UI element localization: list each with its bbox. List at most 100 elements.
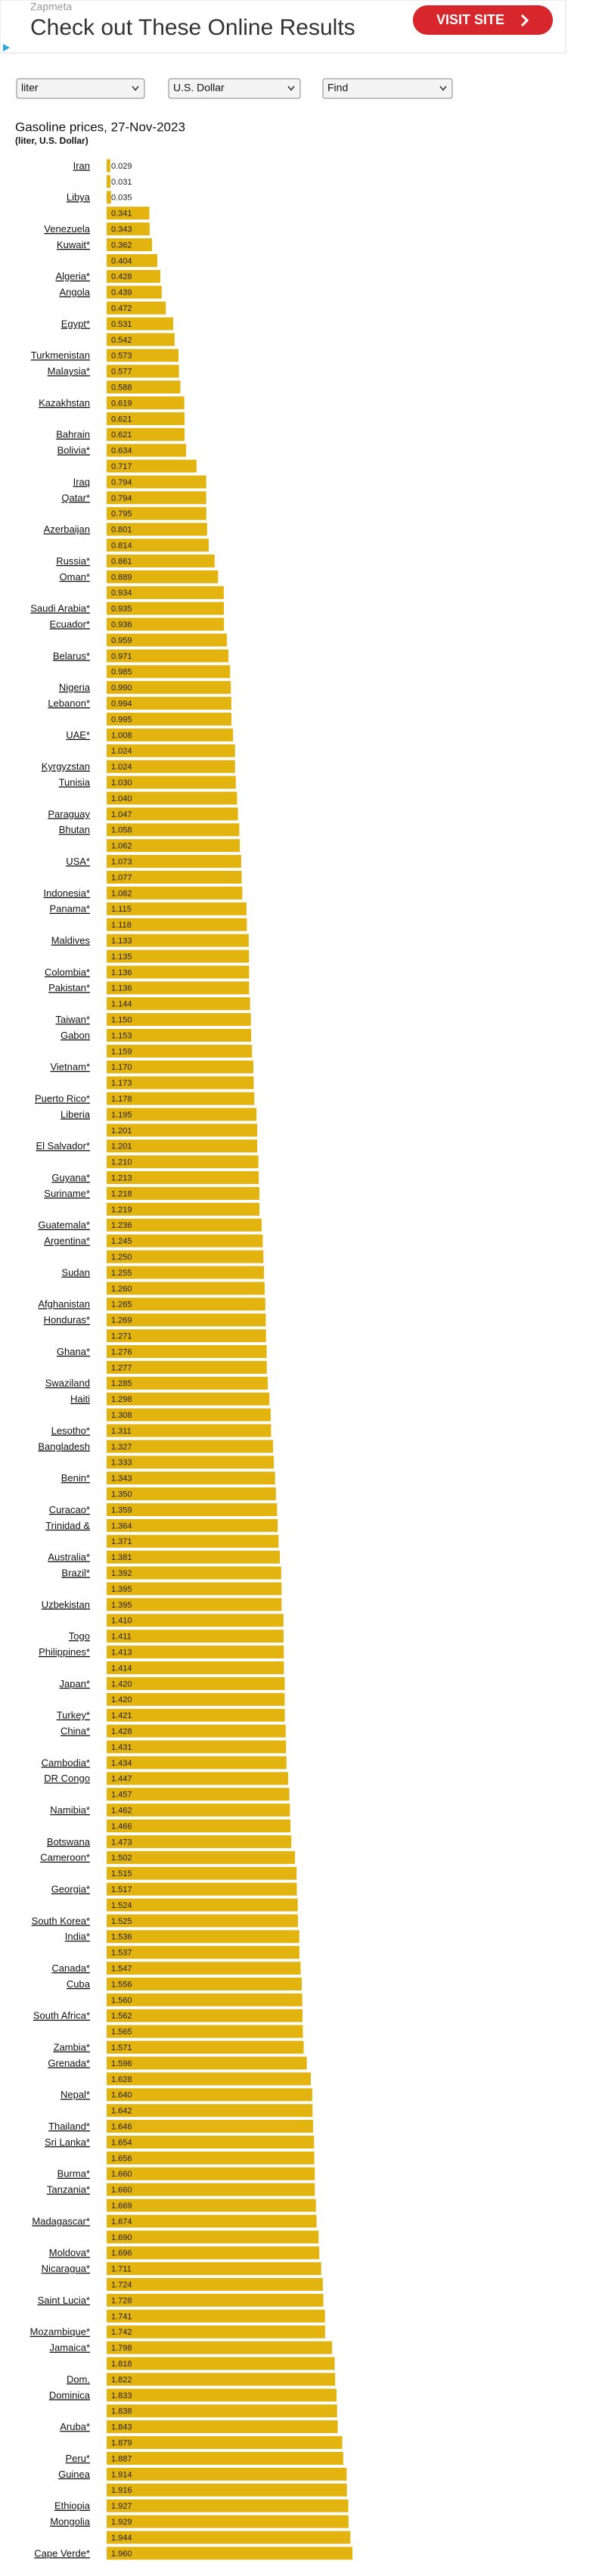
country-link[interactable]: Venezuela	[44, 223, 90, 235]
country-link[interactable]: Botswana	[47, 1836, 91, 1847]
country-link[interactable]: Nicaragua*	[42, 2263, 90, 2274]
country-link[interactable]: Ghana*	[57, 1346, 90, 1357]
country-link[interactable]: Bahrain	[56, 429, 90, 440]
country-link[interactable]: Saudi Arabia*	[30, 603, 90, 614]
country-link[interactable]: Togo	[69, 1630, 90, 1642]
country-link[interactable]: Cape Verde*	[34, 2547, 90, 2559]
country-link[interactable]: Grenada*	[48, 2057, 90, 2068]
country-link[interactable]: India*	[65, 1931, 90, 1942]
country-link[interactable]: Peru*	[65, 2453, 90, 2464]
country-link[interactable]: Afghanistan	[38, 1298, 90, 1310]
country-link[interactable]: Turkmenistan	[31, 350, 90, 361]
country-link[interactable]: Colombia*	[45, 966, 90, 977]
country-link[interactable]: Panama*	[50, 903, 90, 915]
country-link[interactable]: Trinidad &	[45, 1520, 90, 1531]
country-link[interactable]: UAE*	[66, 729, 90, 741]
country-link[interactable]: Nepal*	[60, 2089, 90, 2100]
find-select[interactable]	[322, 78, 453, 99]
country-link[interactable]: Argentina*	[44, 1235, 90, 1247]
country-link[interactable]: Uzbekistan	[42, 1599, 90, 1610]
country-link[interactable]: Cuba	[67, 1978, 91, 1990]
country-link[interactable]: China*	[60, 1726, 90, 1737]
country-link[interactable]: Zambia*	[54, 2042, 90, 2053]
country-link[interactable]: Canada*	[51, 1962, 90, 1974]
ad-banner[interactable]: Zapmeta Check out These Online Results V…	[0, 0, 566, 54]
country-link[interactable]: Indonesia*	[44, 887, 90, 899]
ad-headline[interactable]: Check out These Online Results	[30, 15, 355, 40]
country-link[interactable]: Malaysia*	[48, 365, 90, 377]
country-link[interactable]: Paraguay	[48, 808, 90, 819]
country-link[interactable]: Cambodia*	[42, 1757, 90, 1768]
country-link[interactable]: Sri Lanka*	[45, 2136, 90, 2148]
country-link[interactable]: Dominica	[49, 2389, 91, 2400]
country-link[interactable]: Mongolia	[50, 2516, 91, 2528]
country-link[interactable]: Australia*	[48, 1552, 90, 1563]
country-link[interactable]: Angola	[60, 287, 91, 298]
country-link[interactable]: Aruba*	[60, 2421, 90, 2432]
country-link[interactable]: Guyana*	[51, 1172, 90, 1183]
country-link[interactable]: Bolivia*	[57, 445, 90, 456]
country-link[interactable]: Liberia	[60, 1108, 91, 1120]
country-link[interactable]: Turkey*	[57, 1710, 90, 1721]
unit-select-text[interactable]: liter	[21, 82, 39, 94]
country-link[interactable]: Sudan	[61, 1266, 90, 1278]
country-link[interactable]: Vietnam*	[50, 1061, 90, 1073]
country-link[interactable]: Egypt*	[61, 318, 90, 329]
country-link[interactable]: Iran	[73, 160, 90, 171]
country-link[interactable]: Curacao*	[49, 1504, 90, 1515]
country-link[interactable]: Benin*	[61, 1472, 90, 1484]
country-link[interactable]: Jamaica*	[50, 2342, 90, 2354]
country-link[interactable]: Dom.	[67, 2373, 90, 2385]
country-link[interactable]: Nigeria	[59, 682, 91, 693]
country-link[interactable]: Qatar*	[61, 492, 90, 503]
country-link[interactable]: Guinea	[58, 2469, 91, 2480]
country-link[interactable]: Haiti	[70, 1394, 90, 1405]
ad-button-label[interactable]: VISIT SITE	[436, 12, 504, 27]
country-link[interactable]: Swaziland	[45, 1378, 90, 1389]
country-link[interactable]: Taiwan*	[55, 1014, 90, 1025]
country-link[interactable]: Ethiopia	[54, 2500, 91, 2512]
country-link[interactable]: El Salvador*	[36, 1140, 90, 1151]
unit-select[interactable]	[16, 78, 145, 99]
find-select-text[interactable]: Find	[327, 82, 348, 94]
country-link[interactable]: Iraq	[73, 476, 90, 487]
country-link[interactable]: South Africa*	[33, 2010, 90, 2021]
country-link[interactable]: Lebanon*	[48, 698, 90, 709]
country-link[interactable]: Algeria*	[55, 271, 90, 282]
country-link[interactable]: Suriname*	[44, 1188, 90, 1199]
country-link[interactable]: USA*	[66, 856, 90, 867]
country-link[interactable]: Kuwait*	[57, 239, 90, 250]
country-link[interactable]: Cameroon*	[40, 1852, 90, 1863]
country-link[interactable]: Puerto Rico*	[35, 1093, 90, 1105]
country-link[interactable]: Tunisia	[59, 777, 91, 788]
country-link[interactable]: Kazakhstan	[39, 397, 90, 409]
country-link[interactable]: Oman*	[60, 571, 90, 583]
country-link[interactable]: Pakistan*	[48, 982, 90, 993]
country-link[interactable]: Honduras*	[44, 1314, 90, 1325]
country-link[interactable]: Lesotho*	[51, 1425, 90, 1436]
country-link[interactable]: Ecuador*	[50, 619, 90, 630]
country-link[interactable]: Philippines*	[39, 1646, 90, 1658]
country-link[interactable]: Moldova*	[49, 2247, 90, 2258]
country-link[interactable]: Azerbaijan	[44, 524, 90, 535]
country-link[interactable]: Belarus*	[53, 650, 90, 661]
country-link[interactable]: Bangladesh	[38, 1440, 90, 1452]
country-link[interactable]: Maldives	[51, 935, 91, 946]
currency-select-text[interactable]: U.S. Dollar	[173, 82, 225, 94]
country-link[interactable]: Thailand*	[48, 2121, 90, 2132]
country-link[interactable]: DR Congo	[44, 1773, 90, 1784]
country-link[interactable]: Japan*	[60, 1678, 90, 1689]
country-link[interactable]: Mozambique*	[30, 2326, 91, 2338]
country-link[interactable]: Gabon	[60, 1030, 90, 1041]
country-link[interactable]: Bhutan	[59, 824, 90, 835]
country-link[interactable]: Saint Lucia*	[38, 2295, 90, 2306]
country-link[interactable]: Kyrgyzstan	[42, 761, 90, 772]
country-link[interactable]: South Korea*	[32, 1915, 90, 1926]
ad-button[interactable]	[413, 5, 553, 35]
country-link[interactable]: Tanzania*	[47, 2184, 90, 2195]
country-link[interactable]: Russia*	[56, 555, 90, 567]
country-link[interactable]: Namibia*	[50, 1804, 90, 1816]
country-link[interactable]: Georgia*	[51, 1884, 90, 1895]
country-link[interactable]: Burma*	[57, 2168, 90, 2180]
country-link[interactable]: Brazil*	[61, 1568, 90, 1579]
